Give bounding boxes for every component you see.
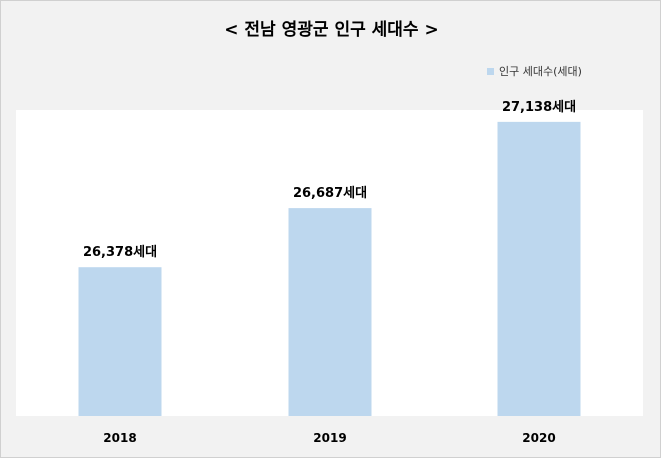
bar-2019 [288, 208, 372, 416]
value-label-2019: 26,687세대 [293, 186, 367, 201]
value-label-2020: 27,138세대 [502, 100, 576, 115]
value-labels-group: 26,378세대 26,687세대 27,138세대 [83, 100, 576, 260]
bars-group [78, 121, 581, 417]
x-tick-2020: 2020 [522, 431, 555, 445]
chart-title: < 전남 영광군 인구 세대수 > [224, 20, 439, 40]
value-label-2018: 26,378세대 [83, 245, 157, 260]
bar-2018 [78, 267, 162, 416]
x-ticks-group: 2018 2019 2020 [103, 431, 555, 445]
bar-2020 [497, 121, 581, 417]
legend-swatch [487, 67, 494, 75]
legend-label: 인구 세대수(세대) [499, 65, 582, 78]
x-tick-2019: 2019 [313, 431, 346, 445]
x-tick-2018: 2018 [103, 431, 136, 445]
chart-legend: 인구 세대수(세대) [487, 63, 582, 79]
